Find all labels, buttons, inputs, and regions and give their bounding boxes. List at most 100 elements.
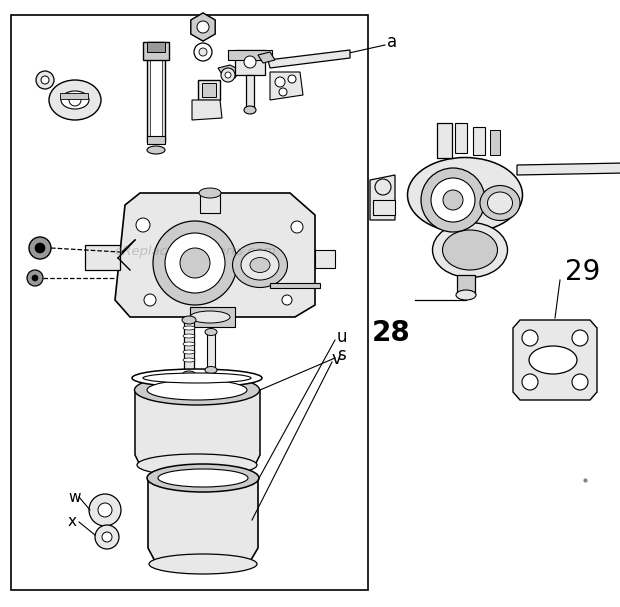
Circle shape (275, 77, 285, 87)
Ellipse shape (244, 106, 256, 114)
Ellipse shape (182, 316, 196, 324)
Ellipse shape (456, 290, 476, 300)
Ellipse shape (158, 469, 248, 487)
Text: w: w (68, 489, 81, 504)
Circle shape (279, 88, 287, 96)
Circle shape (144, 294, 156, 306)
Ellipse shape (183, 326, 195, 330)
Circle shape (244, 56, 256, 68)
Ellipse shape (183, 342, 195, 346)
Bar (184, 320, 194, 375)
Bar (457, 275, 475, 295)
Ellipse shape (147, 380, 247, 400)
Ellipse shape (529, 346, 577, 374)
Circle shape (36, 71, 54, 89)
Ellipse shape (232, 243, 288, 288)
Circle shape (35, 243, 45, 253)
Text: eReplacementParts.com: eReplacementParts.com (114, 245, 277, 259)
Bar (11, 15, 368, 590)
Text: x: x (68, 515, 77, 529)
Ellipse shape (205, 367, 217, 373)
Bar (437, 123, 452, 158)
Circle shape (522, 374, 538, 390)
Ellipse shape (183, 334, 195, 338)
Ellipse shape (147, 464, 259, 492)
Circle shape (95, 525, 119, 549)
Circle shape (443, 190, 463, 210)
Text: s: s (337, 346, 346, 364)
Circle shape (421, 168, 485, 232)
Ellipse shape (135, 375, 260, 405)
Circle shape (98, 503, 112, 517)
Bar (198, 80, 220, 100)
Bar (147, 42, 165, 52)
Polygon shape (258, 52, 275, 63)
Ellipse shape (487, 192, 513, 214)
Bar (235, 50, 265, 75)
Circle shape (282, 295, 292, 305)
Text: 28: 28 (371, 319, 410, 347)
Ellipse shape (132, 369, 262, 387)
Ellipse shape (433, 223, 508, 277)
Circle shape (165, 233, 225, 293)
Ellipse shape (143, 373, 251, 383)
Bar (143, 42, 169, 60)
Circle shape (136, 218, 150, 232)
Bar (147, 136, 165, 144)
Circle shape (572, 330, 588, 346)
Circle shape (69, 94, 81, 106)
Bar (270, 283, 320, 288)
Ellipse shape (250, 257, 270, 273)
Ellipse shape (147, 146, 165, 154)
Circle shape (32, 275, 38, 281)
Circle shape (522, 330, 538, 346)
Circle shape (194, 43, 212, 61)
Polygon shape (513, 320, 597, 400)
Polygon shape (148, 478, 258, 565)
Circle shape (29, 237, 51, 259)
Bar (190, 307, 235, 327)
Ellipse shape (480, 186, 520, 220)
Bar (473, 127, 485, 155)
Polygon shape (115, 193, 315, 317)
Polygon shape (218, 65, 240, 78)
Ellipse shape (183, 350, 195, 354)
Ellipse shape (149, 554, 257, 574)
Polygon shape (517, 163, 620, 175)
Polygon shape (268, 50, 350, 68)
Bar (60, 93, 88, 99)
Ellipse shape (137, 454, 257, 476)
Bar (202, 83, 216, 97)
Ellipse shape (61, 91, 89, 109)
Ellipse shape (183, 358, 195, 362)
Circle shape (375, 179, 391, 195)
Circle shape (197, 21, 209, 33)
Text: v: v (332, 350, 342, 368)
Circle shape (153, 221, 237, 305)
Ellipse shape (205, 328, 217, 336)
Polygon shape (370, 175, 395, 220)
Polygon shape (270, 72, 303, 100)
Bar (315, 250, 335, 268)
Bar (455, 123, 467, 153)
Polygon shape (192, 100, 222, 120)
Circle shape (288, 75, 296, 83)
Bar (147, 42, 165, 142)
Bar (373, 200, 395, 215)
Circle shape (199, 48, 207, 56)
Bar (200, 193, 220, 213)
Bar (246, 75, 254, 110)
Circle shape (431, 178, 475, 222)
Text: u: u (337, 328, 347, 346)
Circle shape (89, 494, 121, 526)
Bar (207, 332, 215, 370)
Circle shape (41, 76, 49, 84)
Bar (85, 245, 120, 270)
Bar (490, 130, 500, 155)
Ellipse shape (443, 230, 497, 270)
Ellipse shape (190, 311, 230, 323)
Text: 29: 29 (565, 258, 600, 286)
Circle shape (221, 68, 235, 82)
Ellipse shape (49, 80, 101, 120)
Bar (150, 44, 162, 140)
